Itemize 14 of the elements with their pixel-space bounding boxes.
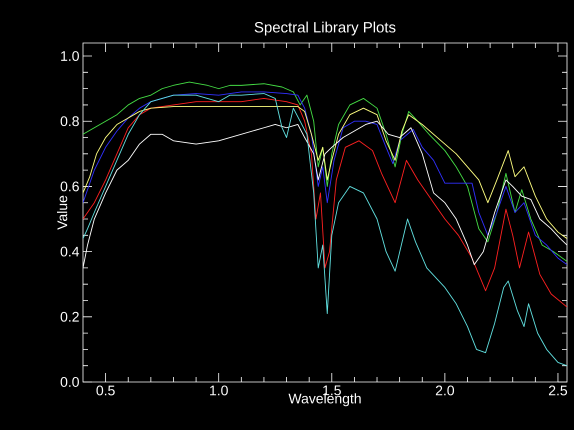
x-tick-label: 2.5: [548, 386, 568, 396]
x-tick-label: 2.0: [436, 386, 454, 396]
y-axis-title: Value: [57, 196, 68, 230]
y-tick-label: 0.6: [60, 181, 79, 192]
x-tick-label: 1.0: [210, 386, 228, 396]
x-tick-label: 1.5: [323, 386, 341, 396]
x-tick-label: 0.5: [96, 386, 115, 396]
y-tick-label: 0.8: [60, 116, 79, 126]
chart-title: Spectral Library Plots: [254, 22, 396, 36]
y-tick-label: 1.0: [61, 51, 79, 61]
y-tick-label: 0.2: [60, 312, 79, 322]
y-tick-label: 0.0: [60, 377, 79, 387]
x-axis-title: Wavelength: [288, 393, 361, 406]
y-tick-label: 0.4: [60, 246, 80, 257]
